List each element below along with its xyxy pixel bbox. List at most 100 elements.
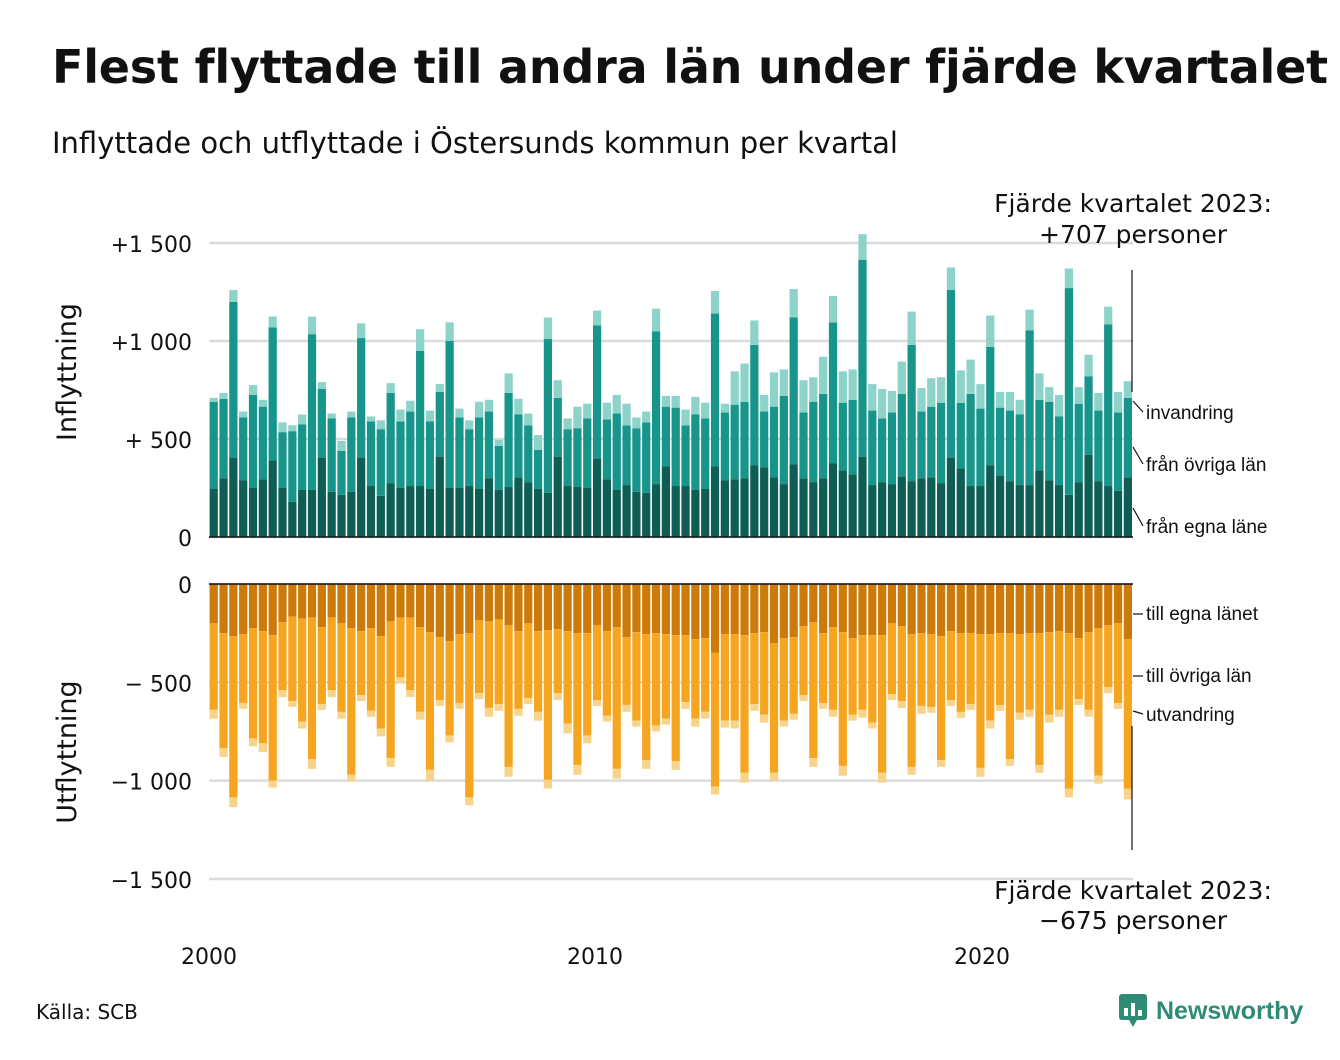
bar-in-egna-25 [455, 488, 464, 537]
bar-in-invandring-68 [878, 389, 887, 419]
bar-in-ovriga-79 [986, 346, 995, 466]
bar-in-invandring-91 [1104, 306, 1113, 325]
bar-in-egna-49 [691, 489, 700, 537]
bar-out-utvandring-31 [514, 708, 523, 716]
bar-out-utvandring-1 [219, 748, 228, 758]
bar-in-ovriga-67 [868, 410, 877, 486]
bar-in-egna-3 [239, 480, 248, 537]
bar-out-ovriga-37 [573, 633, 582, 765]
bar-in-ovriga-63 [828, 322, 838, 464]
bar-out-ovriga-51 [710, 652, 720, 787]
bar-in-egna-33 [533, 488, 543, 537]
bar-out-utvandring-58 [779, 720, 788, 727]
bar-in-invandring-79 [986, 315, 995, 347]
bar-out-utvandring-93 [1123, 788, 1132, 800]
bar-out-utvandring-33 [533, 711, 543, 721]
bar-out-ovriga-30 [504, 625, 513, 767]
bar-in-invandring-38 [583, 403, 592, 419]
bar-in-invandring-3 [239, 411, 248, 418]
bar-in-ovriga-89 [1084, 376, 1093, 455]
bar-in-ovriga-25 [455, 417, 464, 488]
bar-out-ovriga-78 [976, 634, 985, 768]
bar-in-ovriga-40 [602, 419, 612, 480]
bar-in-invandring-21 [416, 329, 425, 351]
bar-in-egna-70 [897, 476, 906, 537]
bar-in-invandring-18 [386, 383, 395, 393]
bar-out-egna-29 [494, 584, 503, 620]
callout-bottom-line-1: Fjärde kvartalet 2023: [994, 876, 1272, 905]
bar-in-ovriga-12 [327, 418, 336, 492]
bar-in-egna-68 [878, 482, 887, 537]
bar-in-invandring-71 [907, 311, 916, 345]
bar-in-invandring-13 [337, 440, 346, 451]
bar-out-utvandring-72 [917, 705, 926, 714]
bar-out-ovriga-12 [327, 617, 336, 691]
bar-out-egna-87 [1064, 584, 1074, 634]
x-tick-2020: 2020 [954, 945, 1010, 970]
bar-out-ovriga-65 [848, 638, 857, 715]
bar-out-ovriga-42 [622, 637, 631, 705]
bar-out-utvandring-5 [258, 743, 267, 753]
bar-out-egna-44 [642, 584, 651, 635]
bar-out-utvandring-70 [897, 701, 906, 708]
bar-out-utvandring-16 [366, 710, 376, 717]
source-note: Källa: SCB [36, 1000, 138, 1024]
bar-in-ovriga-19 [396, 421, 405, 488]
bar-out-ovriga-15 [357, 631, 366, 696]
bar-out-egna-10 [307, 584, 317, 618]
bar-out-utvandring-53 [730, 720, 739, 729]
bar-out-utvandring-19 [396, 677, 405, 684]
bar-in-egna-22 [425, 488, 435, 537]
bar-out-ovriga-27 [475, 620, 484, 694]
bar-out-utvandring-45 [651, 725, 661, 732]
bar-in-ovriga-34 [543, 339, 553, 493]
bar-out-egna-80 [995, 584, 1005, 634]
bar-out-ovriga-16 [366, 628, 376, 711]
bar-in-ovriga-50 [701, 418, 710, 489]
bar-out-utvandring-80 [995, 704, 1005, 711]
bar-out-egna-67 [868, 584, 877, 636]
bar-out-ovriga-29 [494, 619, 503, 704]
bar-out-ovriga-76 [956, 633, 965, 712]
bar-in-ovriga-37 [573, 428, 582, 488]
bars-inflyttning [209, 234, 1132, 537]
bar-out-ovriga-41 [612, 627, 621, 769]
bar-out-egna-7 [278, 584, 287, 623]
bar-in-invandring-54 [740, 363, 749, 402]
bar-out-utvandring-86 [1054, 709, 1064, 717]
bar-in-egna-62 [819, 478, 828, 537]
bar-in-ovriga-61 [809, 401, 818, 483]
bar-out-egna-88 [1074, 584, 1083, 639]
bar-in-invandring-60 [799, 380, 808, 413]
bar-in-egna-60 [799, 478, 808, 537]
bar-out-ovriga-33 [533, 631, 543, 712]
bar-in-ovriga-36 [563, 429, 572, 487]
bar-in-ovriga-78 [976, 408, 985, 487]
bar-in-invandring-20 [406, 400, 415, 412]
bar-in-ovriga-47 [671, 407, 680, 487]
bar-out-utvandring-26 [465, 797, 474, 806]
bar-out-ovriga-60 [799, 626, 808, 696]
bar-in-egna-0 [209, 488, 218, 537]
bar-out-egna-68 [878, 584, 887, 636]
bar-in-ovriga-15 [357, 338, 366, 458]
bar-out-utvandring-65 [848, 714, 857, 721]
bar-in-ovriga-35 [553, 397, 562, 457]
callout-top-line-1: Fjärde kvartalet 2023: [994, 189, 1272, 218]
bar-out-utvandring-63 [828, 709, 838, 717]
bar-out-egna-20 [406, 584, 415, 618]
bar-out-egna-81 [1005, 584, 1015, 634]
bar-out-utvandring-6 [268, 780, 277, 788]
bar-in-ovriga-14 [347, 417, 356, 492]
bar-in-invandring-30 [504, 373, 513, 393]
bar-out-egna-4 [248, 584, 258, 629]
bar-out-ovriga-74 [937, 636, 946, 761]
bar-out-ovriga-81 [1005, 633, 1015, 760]
bar-in-ovriga-3 [239, 417, 248, 481]
bar-out-ovriga-13 [337, 623, 346, 712]
bar-in-invandring-87 [1064, 268, 1074, 289]
bar-in-invandring-69 [887, 390, 897, 413]
bar-in-egna-57 [769, 477, 779, 537]
bar-in-egna-24 [445, 488, 454, 537]
bar-out-utvandring-78 [976, 767, 985, 777]
